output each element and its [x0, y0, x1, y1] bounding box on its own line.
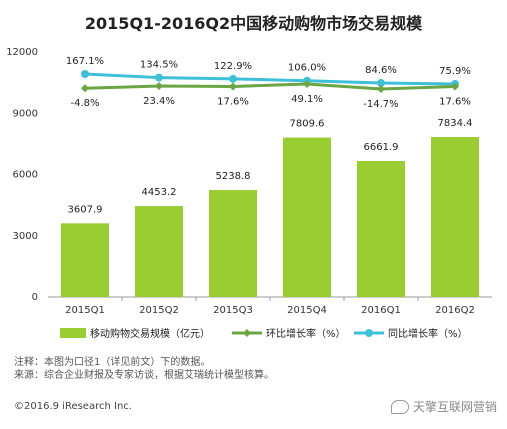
chart: 0 3000 6000 9000 12000 2015Q1 2015Q2 2015Q3 2015… — [6, 47, 492, 340]
yoy-value-label: 84.6% — [365, 65, 397, 76]
yoy-value-label: 134.5% — [140, 60, 178, 71]
qoq-point — [155, 82, 163, 91]
qoq-value-label: 17.6% — [439, 96, 471, 107]
qoq-point — [303, 80, 311, 88]
legend-label-yoy: 同比增长率（%） — [388, 327, 468, 340]
y-tick-label: 0 — [32, 292, 38, 303]
legend-label-bar: 移动购物交易规模（亿元） — [90, 327, 210, 340]
bar-value-label: 4453.2 — [142, 187, 177, 198]
yoy-point — [81, 70, 89, 78]
yoy-line — [84, 72, 456, 86]
qoq-line — [84, 82, 456, 91]
yoy-value-label: 75.9% — [439, 66, 471, 77]
qoq-value-label: -14.7% — [363, 99, 398, 110]
yoy-value-label: 106.0% — [288, 63, 326, 74]
qoq-value-label: 23.4% — [143, 96, 175, 107]
qoq-point — [229, 82, 237, 91]
qoq-point — [81, 84, 89, 93]
y-tick-label: 9000 — [13, 108, 38, 119]
bar-value-label: 5238.8 — [216, 171, 251, 182]
legend-marker-yoy — [365, 329, 373, 337]
yoy-value-label: 122.9% — [214, 61, 252, 72]
wechat-icon — [390, 399, 409, 414]
legend-label-qoq: 环比增长率（%） — [266, 327, 346, 340]
qoq-point — [377, 85, 385, 93]
y-tick-label: 12000 — [6, 47, 38, 58]
bar — [431, 137, 479, 297]
x-tick-label: 2015Q2 — [139, 305, 179, 316]
legend-marker-qoq — [243, 329, 251, 337]
watermark-text: 天擎互联网营销 — [412, 400, 497, 414]
chart-notes: 注释：本图为口径1（详见前文）下的数据。 来源：综合企业财报及专家访谈，根据艾瑞… — [14, 356, 274, 382]
note-line-2: 来源：综合企业财报及专家访谈，根据艾瑞统计模型核算。 — [14, 370, 274, 381]
x-tick-label: 2016Q1 — [361, 305, 401, 316]
bar-value-label: 7809.6 — [290, 119, 325, 130]
bar-value-label: 7834.4 — [438, 118, 473, 129]
bar — [135, 206, 183, 297]
bar — [209, 190, 257, 297]
chart-title: 2015Q1-2016Q2中国移动购物市场交易规模 — [84, 14, 423, 33]
qoq-value-label: 17.6% — [217, 96, 249, 107]
qoq-point — [451, 82, 459, 91]
copyright-text: ©2016.9 iResearch Inc. — [14, 401, 132, 412]
bar-value-label: 6661.9 — [364, 142, 399, 153]
qoq-value-label: 49.1% — [291, 94, 323, 105]
bar — [61, 223, 109, 297]
x-tick-label: 2015Q4 — [287, 305, 327, 316]
yoy-point — [377, 79, 385, 88]
bar — [357, 160, 405, 297]
x-tick-label: 2015Q1 — [65, 305, 105, 316]
note-line-1: 注释：本图为口径1（详见前文）下的数据。 — [14, 357, 211, 368]
bar — [283, 137, 331, 297]
yoy-point — [229, 74, 237, 83]
watermark: 天擎互联网营销 — [390, 398, 497, 415]
y-tick-label: 3000 — [13, 231, 38, 242]
yoy-point — [155, 73, 163, 82]
bar-value-label: 3607.9 — [68, 204, 103, 215]
x-tick-label: 2016Q2 — [435, 305, 475, 316]
qoq-value-label: -4.8% — [70, 98, 99, 109]
yoy-value-label: 167.1% — [66, 56, 104, 67]
y-tick-label: 6000 — [13, 170, 38, 181]
legend-swatch-bar — [60, 328, 86, 338]
x-tick-label: 2015Q3 — [213, 305, 253, 316]
